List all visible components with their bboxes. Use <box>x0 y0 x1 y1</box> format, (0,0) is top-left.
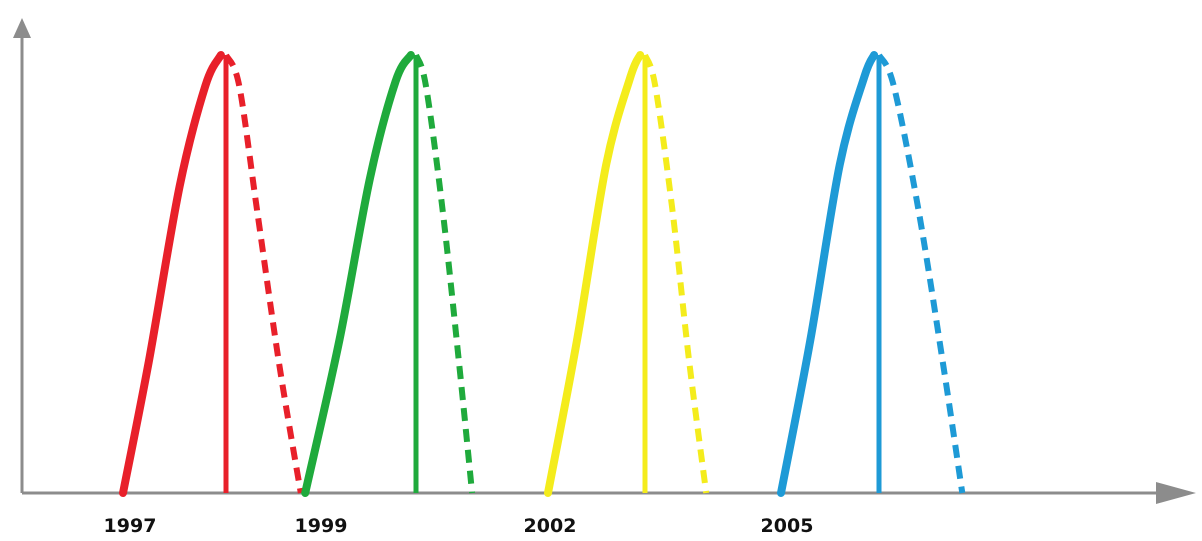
x-axis-arrow-icon <box>1156 482 1196 504</box>
y-axis-arrow-icon <box>13 18 31 38</box>
series-group <box>119 51 966 497</box>
series-4-decline-dashed-line <box>876 53 966 494</box>
x-tick-label: 1999 <box>295 515 348 537</box>
series-2-rise-line <box>301 51 415 497</box>
axes <box>13 18 1196 504</box>
series-3 <box>544 51 710 497</box>
series-4 <box>777 51 966 497</box>
series-2 <box>301 51 476 497</box>
x-tick-label: 2002 <box>524 515 577 537</box>
series-4-rise-line <box>777 51 879 497</box>
series-1-decline-dashed-line <box>223 53 304 494</box>
series-1 <box>119 51 304 497</box>
series-1-rise-line <box>119 51 225 497</box>
x-tick-labels: 1997 1999 2002 2005 <box>104 515 814 537</box>
series-3-decline-dashed-line <box>642 53 710 494</box>
series-3-rise-line <box>544 51 645 497</box>
series-2-decline-dashed-line <box>413 53 476 494</box>
x-tick-label: 2005 <box>761 515 814 537</box>
x-tick-label: 1997 <box>104 515 157 537</box>
